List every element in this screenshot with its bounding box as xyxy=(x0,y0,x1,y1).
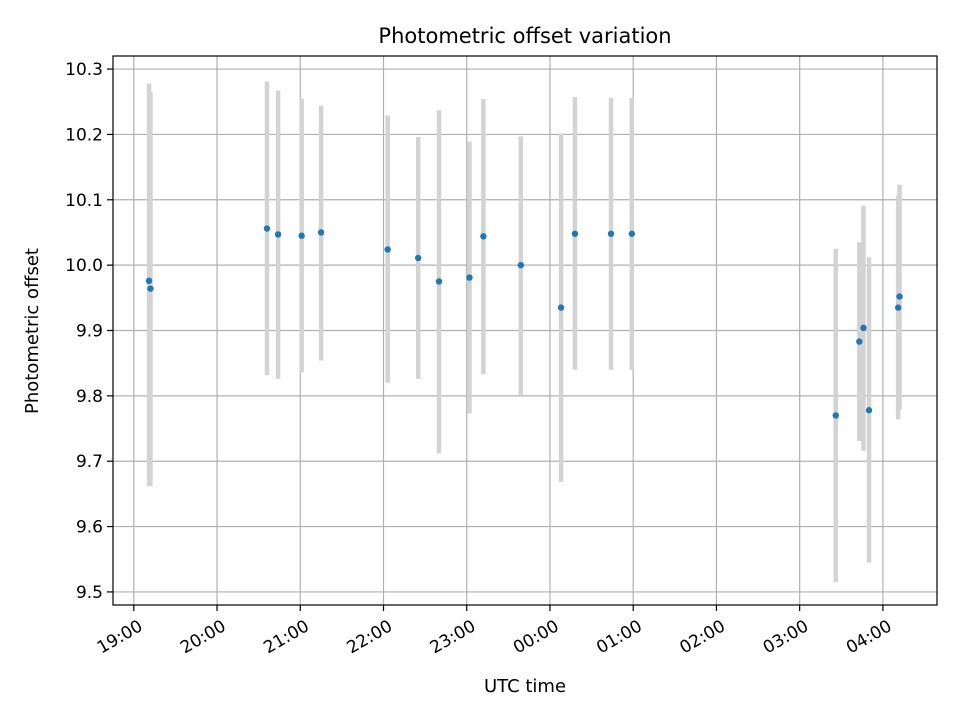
data-point xyxy=(145,277,153,285)
x-tick-label: 22:00 xyxy=(344,616,396,658)
data-point xyxy=(856,338,863,345)
y-tick-label: 9.7 xyxy=(76,452,103,472)
data-point xyxy=(317,229,325,236)
x-tick-label: 03:00 xyxy=(760,616,812,658)
data-point xyxy=(298,232,305,239)
x-tick-label: 00:00 xyxy=(510,616,562,658)
data-point xyxy=(147,285,154,292)
y-tick-label: 10.0 xyxy=(65,256,103,276)
y-tick-label: 9.9 xyxy=(76,322,103,342)
data-point xyxy=(384,246,391,253)
y-tick-label: 10.2 xyxy=(65,125,103,145)
data-point xyxy=(607,230,615,237)
data-point xyxy=(832,412,839,419)
x-tick-label: 01:00 xyxy=(593,616,645,658)
data-point-layer xyxy=(145,225,903,419)
y-axis-label: Photometric offset xyxy=(22,248,43,414)
x-tick-label: 04:00 xyxy=(843,616,895,658)
data-point xyxy=(557,304,565,311)
data-point xyxy=(896,293,903,300)
chart-title: Photometric offset variation xyxy=(378,24,671,48)
x-tick-label: 19:00 xyxy=(94,616,146,658)
y-tick-label: 10.1 xyxy=(65,191,103,211)
data-point xyxy=(480,233,487,240)
x-axis: 19:00 20:00 21:00 22:00 23:00 00:00 01:00 02:00… xyxy=(94,605,895,658)
x-tick-label: 21:00 xyxy=(260,616,312,658)
x-axis-label: UTC time xyxy=(484,676,566,697)
data-point xyxy=(628,230,636,237)
data-point xyxy=(571,230,579,237)
x-tick-label: 02:00 xyxy=(676,616,728,658)
data-point xyxy=(274,231,282,238)
data-point xyxy=(263,225,271,232)
errorbar-layer xyxy=(146,81,902,583)
y-tick-label: 9.6 xyxy=(76,518,103,538)
y-axis: 9.5 9.6 9.7 9.8 9.9 10.0 10.1 10.2 10.3 xyxy=(65,60,113,603)
y-tick-label: 9.5 xyxy=(76,583,103,603)
data-point xyxy=(435,278,443,285)
x-tick-label: 23:00 xyxy=(427,616,479,658)
data-point xyxy=(894,304,902,311)
y-tick-label: 9.8 xyxy=(76,387,103,407)
data-point xyxy=(860,324,867,332)
x-tick-label: 20:00 xyxy=(177,616,229,658)
data-point xyxy=(517,261,525,269)
grid-layer xyxy=(113,56,937,605)
y-tick-label: 10.3 xyxy=(65,60,103,80)
data-point xyxy=(414,254,422,262)
data-point xyxy=(865,407,873,414)
data-point xyxy=(466,274,473,281)
